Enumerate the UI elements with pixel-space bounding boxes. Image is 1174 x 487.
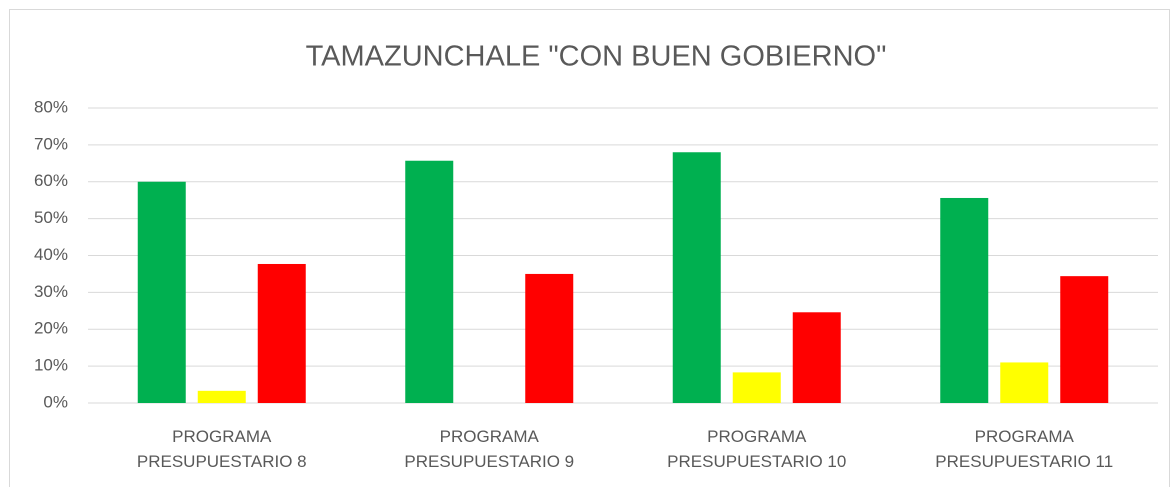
y-tick-label: 80%: [34, 97, 68, 116]
y-tick-label: 10%: [34, 356, 68, 375]
bar: [732, 372, 781, 403]
y-tick-label: 60%: [34, 171, 68, 190]
bar: [405, 160, 454, 403]
bar: [197, 390, 246, 403]
bar: [672, 152, 721, 403]
bar: [257, 263, 306, 403]
x-tick-label: PROGRAMA PRESUPUESTARIO 11: [935, 427, 1114, 471]
y-tick-label: 0%: [43, 392, 68, 411]
bar: [940, 197, 989, 403]
bar: [137, 181, 186, 403]
y-tick-label: 20%: [34, 319, 68, 338]
x-tick-label: PROGRAMA PRESUPUESTARIO 8: [136, 427, 307, 471]
y-tick-label: 30%: [34, 282, 68, 301]
bar: [1000, 362, 1049, 403]
chart-border: [9, 9, 1170, 487]
x-tick-label: PROGRAMA PRESUPUESTARIO 10: [667, 427, 847, 471]
y-tick-label: 70%: [34, 134, 68, 153]
y-tick-label: 40%: [34, 245, 68, 264]
chart-title: TAMAZUNCHALE "CON BUEN GOBIERNO": [306, 41, 887, 73]
bar: [1060, 276, 1109, 403]
bar: [525, 273, 574, 403]
x-tick-label: PROGRAMA PRESUPUESTARIO 9: [404, 427, 575, 471]
bar: [792, 312, 841, 403]
y-tick-label: 50%: [34, 208, 68, 227]
